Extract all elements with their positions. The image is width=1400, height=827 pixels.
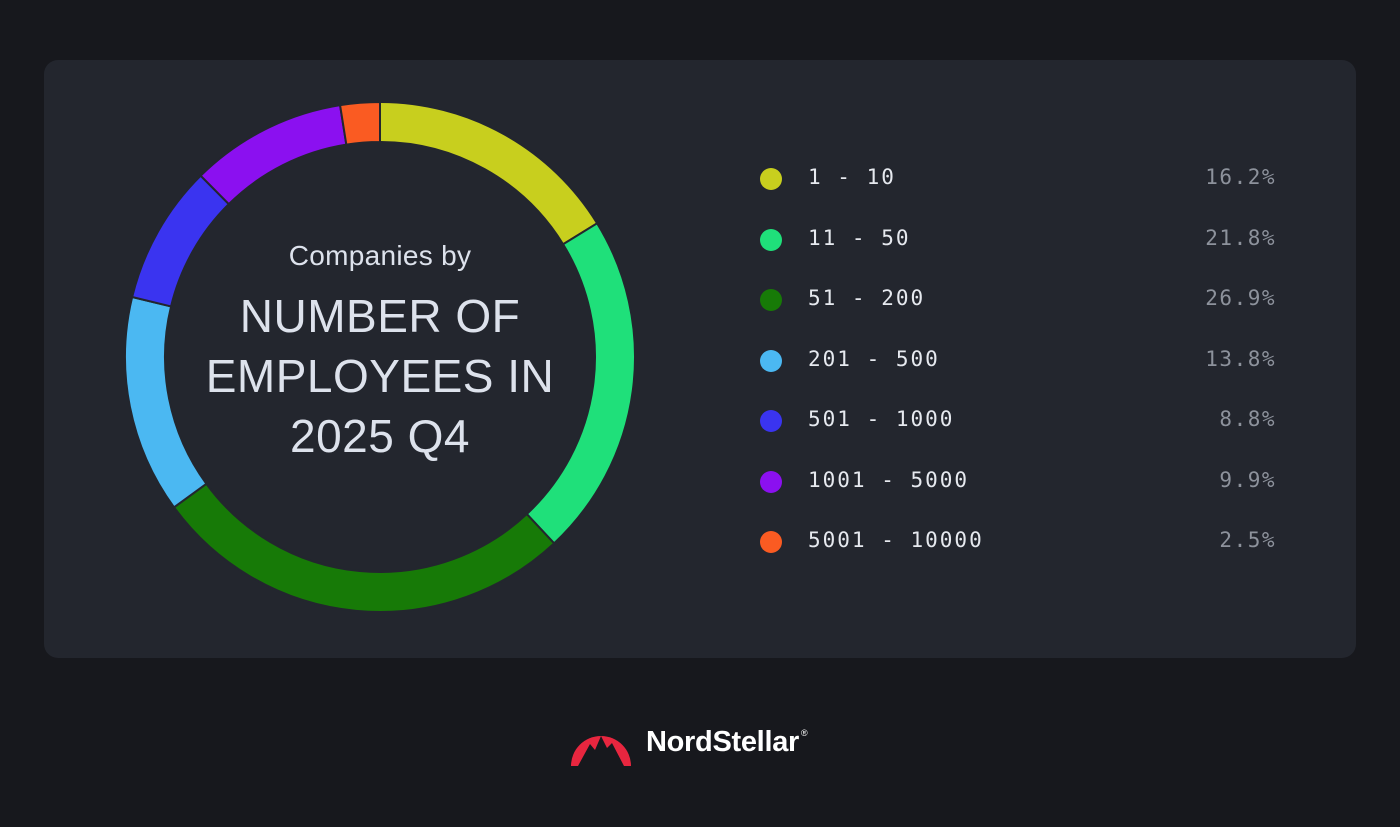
brand-logo: NordStellar ® [570, 716, 808, 768]
donut-slice-6 [199, 104, 348, 206]
chart-legend: 1 - 10 16.2% 11 - 50 21.8% 51 - 200 26.9% 201 … [760, 160, 1280, 584]
brand-registered-mark: ® [801, 728, 808, 738]
legend-item: 1 - 10 16.2% [760, 160, 1280, 221]
legend-value: 8.8% [1219, 407, 1276, 431]
donut-slice-7 [338, 102, 381, 146]
legend-color-dot [760, 349, 782, 372]
legend-label: 201 - 500 [808, 346, 940, 371]
legend-item: 1001 - 5000 9.9% [760, 463, 1280, 524]
legend-color-dot [760, 531, 782, 553]
brand-name: NordStellar [646, 725, 800, 758]
chart-title-line1: Companies by [288, 240, 472, 271]
legend-item: 201 - 500 13.8% [760, 342, 1280, 403]
donut-chart [125, 102, 635, 612]
legend-value: 21.8% [1205, 225, 1276, 250]
legend-value: 13.8% [1205, 346, 1276, 371]
legend-label: 51 - 200 [808, 286, 926, 310]
donut-slice-1 [379, 102, 599, 246]
legend-color-dot [760, 410, 782, 432]
chart-title-line2: NUMBER OF EMPLOYEES IN 2025 Q4 [205, 290, 555, 462]
legend-value: 16.2% [1205, 165, 1276, 189]
legend-color-dot [760, 228, 782, 251]
legend-label: 1001 - 5000 [808, 467, 970, 492]
legend-value: 2.5% [1219, 528, 1276, 552]
legend-color-dot [760, 168, 782, 190]
chart-title: Companies by NUMBER OF EMPLOYEES IN 2025… [160, 240, 600, 466]
legend-label: 11 - 50 [808, 225, 911, 250]
chart-card: Companies by NUMBER OF EMPLOYEES IN 2025… [44, 60, 1356, 658]
legend-item: 5001 - 10000 2.5% [760, 523, 1280, 584]
legend-item: 11 - 50 21.8% [760, 221, 1280, 282]
donut-slice-3 [172, 482, 556, 612]
nordstellar-logo-icon [571, 736, 631, 766]
legend-item: 51 - 200 26.9% [760, 281, 1280, 342]
legend-label: 5001 - 10000 [808, 528, 984, 552]
legend-label: 1 - 10 [808, 165, 896, 189]
legend-value: 9.9% [1219, 467, 1276, 492]
legend-color-dot [760, 289, 782, 311]
legend-value: 26.9% [1205, 286, 1276, 310]
legend-label: 501 - 1000 [808, 407, 955, 431]
legend-color-dot [760, 470, 782, 493]
legend-item: 501 - 1000 8.8% [760, 402, 1280, 463]
